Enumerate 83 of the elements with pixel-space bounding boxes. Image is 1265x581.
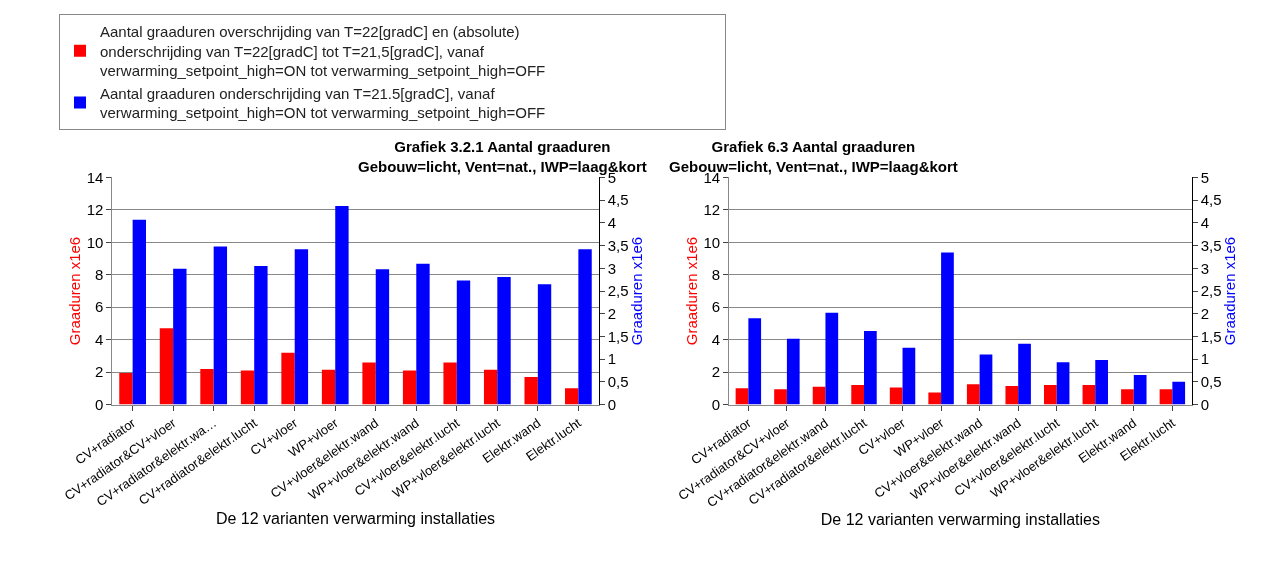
- y-tick-label: 2: [95, 363, 104, 381]
- bar: [941, 252, 954, 405]
- y-tick-label: 10: [703, 233, 721, 251]
- bar: [524, 376, 538, 405]
- y-tick-label: 14: [86, 168, 104, 186]
- bar: [812, 386, 826, 405]
- bar: [825, 312, 839, 405]
- bar: [294, 249, 309, 405]
- bar: [362, 362, 376, 405]
- y-tick-label: 2: [711, 363, 721, 381]
- y-tick-label: 4: [711, 330, 721, 348]
- bar: [928, 392, 942, 405]
- y2-tick-label: 0,5: [607, 373, 629, 391]
- chart-subtitle: Gebouw=licht, Vent=nat., IWP=laag&kort: [669, 157, 958, 175]
- y-tick-label: 4: [95, 330, 104, 348]
- bar: [213, 246, 228, 405]
- y2-tick-label: 0,5: [1200, 373, 1222, 391]
- y-tick-label: 0: [711, 395, 721, 413]
- bar: [375, 269, 390, 405]
- y-tick-label: 12: [86, 201, 104, 219]
- bar: [902, 347, 916, 405]
- y-tick-label: 6: [711, 298, 721, 316]
- legend-label: Aantal graaduren onderschrijding van T=21.5[gradC], vanaf verwarming_setpoint_high=ON tot verwarming_setpoint_high=OFF: [100, 84, 546, 122]
- bar: [774, 389, 787, 405]
- y2-tick-label: 3,5: [607, 236, 629, 254]
- y2-tick-label: 1: [607, 350, 616, 368]
- x-axis-title: De 12 varianten verwarming installaties: [820, 510, 1100, 528]
- bar: [735, 388, 749, 405]
- bar: [979, 354, 993, 405]
- bar: [254, 266, 268, 405]
- chart-title: Grafiek 3.2.1 Aantal graaduren: [394, 138, 611, 155]
- y-tick-label: 0: [95, 395, 104, 413]
- y2-tick-label: 4: [1200, 214, 1209, 232]
- bar: [119, 372, 133, 405]
- y-tick-label: 12: [703, 201, 721, 219]
- bar: [402, 370, 417, 405]
- y2-tick-label: 4,5: [607, 191, 629, 209]
- bar: [240, 370, 255, 405]
- y2-tick-label: 3: [607, 259, 616, 277]
- bar: [1056, 362, 1070, 405]
- y-axis-title: Graaduren x1e6: [682, 236, 700, 346]
- y-tick-label: 8: [711, 266, 721, 284]
- y-tick-label: 10: [86, 233, 104, 251]
- y2-tick-label: 0: [607, 395, 616, 413]
- y2-tick-label: 2,5: [607, 282, 629, 300]
- bar: [1095, 360, 1108, 405]
- y2-tick-label: 0: [1200, 395, 1209, 413]
- chart-title: Grafiek 6.3 Aantal graaduren: [711, 138, 916, 155]
- bar: [786, 338, 800, 405]
- bar: [335, 206, 349, 405]
- bar: [132, 219, 146, 405]
- bar: [537, 284, 552, 405]
- y2-tick-label: 5: [1200, 168, 1209, 186]
- y2-tick-label: 1,5: [607, 327, 629, 345]
- bar: [416, 263, 430, 405]
- bar: [321, 369, 336, 405]
- bar: [200, 368, 214, 405]
- y-tick-label: 6: [95, 298, 104, 316]
- bar: [851, 385, 864, 405]
- y-axis-title: Graaduren x1e6: [65, 236, 83, 346]
- bar: [483, 369, 498, 405]
- x-axis-title: De 12 varianten verwarming installaties: [215, 510, 496, 527]
- y2-axis-title: Graaduren x1e6: [1221, 236, 1239, 346]
- y2-tick-label: 2: [1200, 304, 1209, 322]
- legend-label: Aantal graaduren overschrijding van T=22[gradC] en (absolute) onderschrijding van T=22[gradC] tot T=21,5[gradC], vanaf verwarming_setpoint_high=ON tot verwarming_setpoint_high=OFF: [100, 23, 546, 80]
- bar: [497, 276, 511, 405]
- bar: [1018, 343, 1031, 405]
- y-tick-label: 8: [95, 266, 104, 284]
- bar: [565, 388, 579, 405]
- y2-tick-label: 3: [1200, 259, 1209, 277]
- y2-axis-title: Graaduren x1e6: [628, 236, 646, 346]
- y2-tick-label: 3,5: [1200, 236, 1222, 254]
- y2-tick-label: 4,5: [1200, 191, 1222, 209]
- y2-tick-label: 2,5: [1200, 282, 1222, 300]
- y2-tick-label: 1: [1200, 350, 1209, 368]
- bar: [456, 280, 471, 405]
- bar: [889, 387, 903, 405]
- y2-tick-label: 2: [607, 304, 616, 322]
- y2-tick-label: 1,5: [1200, 327, 1222, 345]
- bar: [748, 318, 762, 405]
- y2-tick-label: 4: [607, 214, 616, 232]
- bar: [864, 330, 877, 405]
- bar: [578, 249, 592, 405]
